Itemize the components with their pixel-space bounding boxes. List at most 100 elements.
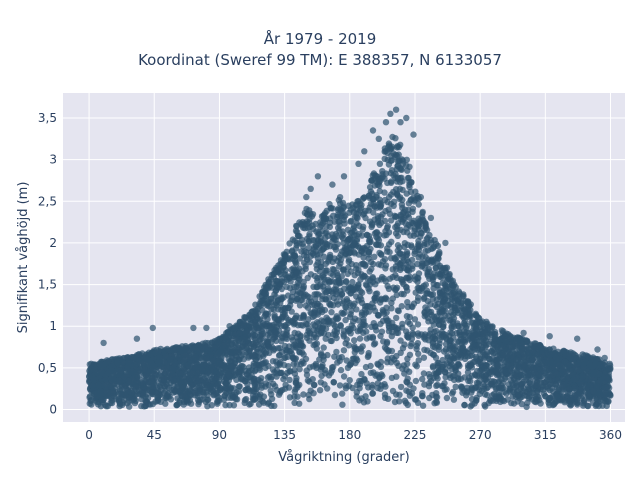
data-point bbox=[368, 384, 376, 391]
data-point bbox=[513, 361, 520, 368]
data-point bbox=[357, 323, 364, 330]
data-point bbox=[336, 357, 343, 364]
data-point bbox=[287, 348, 295, 355]
data-point bbox=[406, 178, 413, 186]
data-point bbox=[464, 369, 472, 376]
data-point bbox=[180, 356, 188, 364]
data-point bbox=[404, 299, 411, 306]
data-point bbox=[420, 370, 428, 377]
data-point bbox=[524, 371, 532, 378]
data-point bbox=[339, 235, 347, 242]
data-point bbox=[317, 283, 324, 290]
data-point bbox=[351, 337, 358, 344]
data-point bbox=[414, 340, 421, 347]
data-point bbox=[312, 248, 320, 255]
data-point bbox=[451, 364, 458, 371]
data-point bbox=[397, 337, 404, 344]
data-point bbox=[397, 226, 404, 234]
data-point bbox=[116, 377, 123, 384]
data-point bbox=[320, 253, 328, 260]
data-point bbox=[249, 387, 256, 394]
data-point bbox=[394, 247, 401, 254]
data-point bbox=[321, 276, 328, 283]
data-point bbox=[407, 232, 414, 239]
data-point bbox=[310, 363, 317, 370]
data-point bbox=[313, 345, 320, 352]
data-point bbox=[404, 355, 411, 362]
data-point bbox=[234, 368, 242, 376]
data-point bbox=[414, 321, 422, 328]
data-point bbox=[430, 270, 438, 277]
data-point bbox=[296, 302, 304, 309]
data-point bbox=[375, 312, 382, 319]
data-point bbox=[296, 349, 303, 356]
data-point bbox=[236, 383, 243, 390]
data-point bbox=[326, 279, 333, 286]
data-point bbox=[315, 320, 322, 327]
data-point bbox=[409, 256, 416, 264]
data-point bbox=[444, 302, 452, 309]
data-point bbox=[287, 298, 294, 305]
data-point bbox=[312, 242, 320, 250]
data-point bbox=[411, 227, 418, 235]
data-point bbox=[448, 354, 455, 361]
data-point bbox=[319, 308, 326, 316]
data-point bbox=[473, 394, 480, 402]
data-point bbox=[328, 367, 336, 374]
data-point bbox=[446, 346, 453, 353]
data-point bbox=[428, 291, 435, 298]
data-point bbox=[414, 297, 421, 304]
data-point bbox=[364, 275, 371, 283]
data-point bbox=[296, 232, 303, 240]
data-point bbox=[464, 388, 471, 395]
data-point bbox=[251, 320, 259, 327]
data-point bbox=[419, 375, 426, 383]
data-point bbox=[324, 351, 331, 359]
data-point bbox=[202, 377, 209, 385]
data-point bbox=[349, 278, 356, 286]
data-point bbox=[506, 352, 513, 359]
data-point bbox=[418, 331, 425, 338]
data-point bbox=[381, 145, 389, 152]
data-point bbox=[306, 378, 313, 385]
data-point bbox=[200, 361, 207, 368]
data-point bbox=[267, 375, 275, 383]
data-point bbox=[353, 389, 360, 396]
data-point bbox=[391, 356, 398, 363]
data-point bbox=[347, 217, 355, 225]
data-point bbox=[288, 334, 296, 341]
data-point bbox=[397, 141, 404, 148]
data-point bbox=[431, 370, 438, 377]
data-point bbox=[270, 306, 277, 313]
data-point bbox=[498, 342, 506, 349]
data-point bbox=[403, 313, 411, 320]
data-point bbox=[300, 391, 307, 398]
data-point bbox=[525, 385, 533, 392]
data-point bbox=[325, 258, 332, 265]
data-point bbox=[434, 360, 441, 367]
data-point bbox=[152, 398, 159, 405]
data-point bbox=[268, 338, 275, 346]
data-point bbox=[371, 172, 378, 179]
data-point bbox=[545, 396, 553, 403]
data-point bbox=[450, 315, 458, 322]
data-point bbox=[259, 325, 266, 332]
data-point bbox=[384, 282, 391, 290]
data-point bbox=[393, 265, 400, 273]
data-point bbox=[307, 252, 314, 260]
data-point bbox=[498, 376, 505, 383]
data-point bbox=[481, 365, 488, 372]
data-point bbox=[292, 344, 299, 351]
data-point bbox=[595, 370, 602, 378]
data-point bbox=[447, 309, 455, 316]
data-point bbox=[340, 373, 348, 380]
data-point bbox=[125, 358, 132, 366]
data-point bbox=[312, 334, 320, 341]
data-point bbox=[283, 335, 290, 342]
data-point bbox=[499, 350, 506, 357]
data-point bbox=[454, 292, 461, 299]
data-point bbox=[487, 370, 495, 378]
data-point bbox=[390, 198, 398, 205]
data-point bbox=[469, 341, 477, 348]
data-point bbox=[488, 378, 495, 385]
